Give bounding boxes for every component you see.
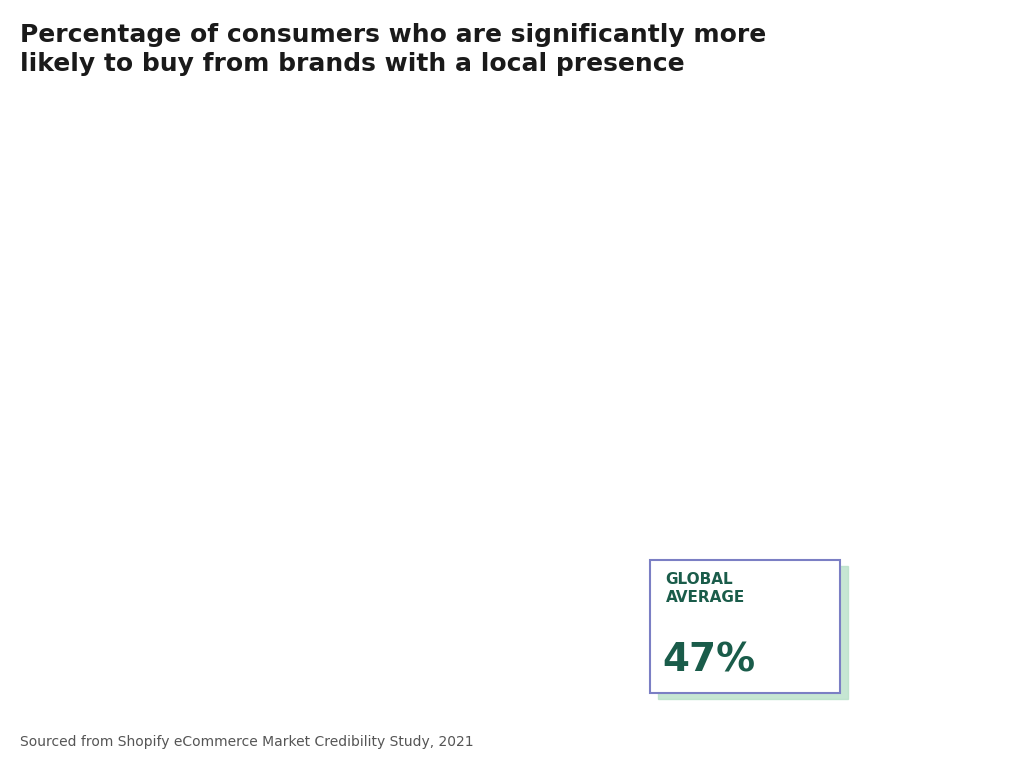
- FancyBboxPatch shape: [658, 566, 848, 699]
- Text: 47%: 47%: [663, 641, 756, 679]
- Text: Sourced from Shopify eCommerce Market Credibility Study, 2021: Sourced from Shopify eCommerce Market Cr…: [20, 736, 474, 749]
- FancyBboxPatch shape: [650, 560, 840, 693]
- Text: GLOBAL
AVERAGE: GLOBAL AVERAGE: [666, 572, 744, 605]
- Text: Percentage of consumers who are significantly more
likely to buy from brands wit: Percentage of consumers who are signific…: [20, 23, 767, 76]
